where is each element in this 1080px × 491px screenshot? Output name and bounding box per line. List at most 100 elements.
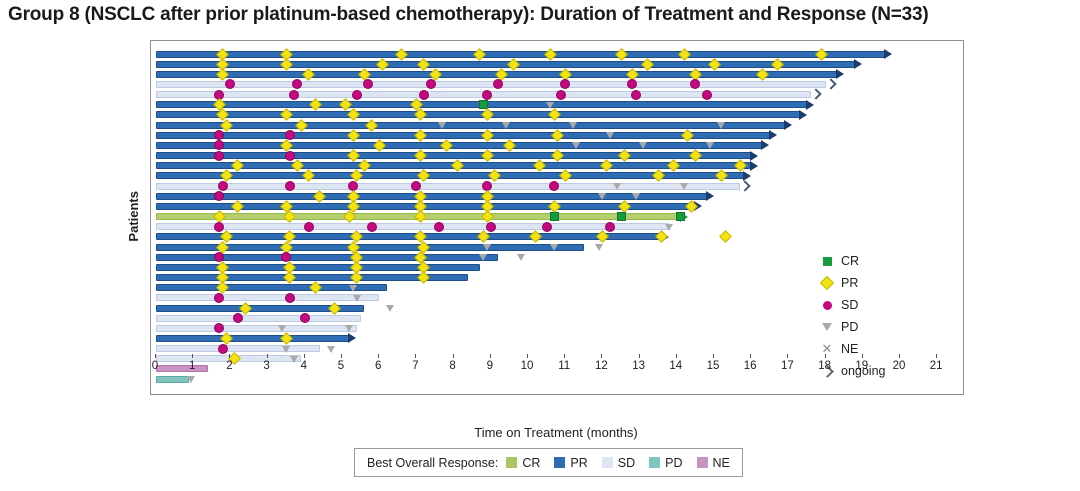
magenta-circle-icon [820, 300, 834, 310]
pd-response-icon [516, 254, 525, 262]
pr-response-icon [346, 128, 360, 142]
patient-bar [156, 192, 707, 200]
pr-response-icon [503, 139, 516, 152]
marker-legend-item: CR [820, 250, 886, 272]
pd-response-icon [278, 325, 287, 333]
x-axis-tick-label: 5 [337, 360, 345, 372]
pr-response-icon [618, 200, 632, 213]
pr-response-icon [755, 67, 769, 81]
sd-response-icon [549, 181, 560, 192]
x-axis-tick [155, 354, 156, 358]
pd-response-icon [345, 325, 354, 333]
ongoing-arrow-icon [348, 333, 357, 344]
sd-response-icon [214, 252, 225, 263]
pd-response-icon [349, 284, 358, 292]
patient-bar [156, 334, 350, 342]
patient-bar [156, 152, 752, 160]
pd-response-icon [572, 142, 581, 150]
sd-response-icon [299, 313, 310, 324]
sd-response-icon [217, 181, 228, 192]
patient-bar [156, 263, 480, 271]
pr-response-icon [413, 128, 427, 142]
sd-response-icon [284, 150, 295, 161]
bar-legend-label: PR [570, 455, 588, 470]
ongoing-arrow-icon [824, 78, 837, 90]
sd-response-icon [225, 79, 236, 90]
pd-response-icon [613, 183, 622, 191]
patient-bar [156, 304, 365, 312]
pd-response-icon [639, 142, 648, 150]
x-axis-tick [266, 354, 268, 358]
pd-response-icon [717, 122, 726, 130]
x-axis-tick-label: 16 [743, 360, 757, 372]
patient-bar [156, 141, 763, 149]
pd-response-icon [326, 345, 335, 353]
x-axis-tick [824, 354, 826, 358]
x-axis-tick-label: 20 [892, 360, 906, 372]
x-axis-tick-label: 7 [412, 360, 419, 372]
patient-bar [156, 50, 886, 58]
marker-legend-label: ongoing [841, 364, 886, 378]
sd-response-icon [214, 150, 225, 161]
pr-response-icon [417, 57, 431, 71]
x-axis-tick [713, 354, 714, 358]
pr-response-icon [328, 301, 341, 315]
marker-legend-label: PR [841, 276, 859, 290]
sd-response-icon [493, 79, 504, 90]
pr-response-icon [543, 47, 557, 61]
pr-response-icon [707, 57, 721, 71]
x-axis-tick-label: 18 [818, 360, 831, 372]
sd-response-icon [482, 89, 493, 100]
marker-legend-item: ongoing [820, 360, 886, 382]
gray-cross-icon: ✕ [821, 341, 833, 356]
pr-response-icon [506, 57, 520, 71]
patient-bar [156, 243, 584, 251]
pd-response-icon [665, 223, 674, 231]
marker-legend-item: ✕ NE [820, 338, 886, 360]
pr-response-icon [395, 47, 408, 61]
x-axis-tick [452, 354, 454, 358]
x-axis-tick [303, 354, 305, 358]
pd-response-icon [605, 132, 614, 140]
green-square-icon [820, 256, 834, 266]
x-axis-tick [675, 354, 677, 358]
x-axis-tick-label: 17 [780, 360, 794, 372]
pd-response-icon [594, 244, 603, 252]
sd-response-icon [303, 221, 314, 232]
sd-response-icon [411, 181, 422, 192]
x-axis-tick [936, 354, 938, 358]
pr-response-icon [547, 200, 561, 213]
marker-legend-item: PD [820, 316, 886, 338]
pr-response-icon [770, 57, 784, 71]
ongoing-arrow-icon [742, 170, 751, 181]
pd-response-icon [598, 193, 607, 201]
sd-response-icon [485, 221, 496, 232]
ongoing-arrow-icon [705, 191, 714, 202]
pd-response-icon [438, 122, 447, 130]
pr-response-icon [365, 118, 379, 132]
response-color-swatch [554, 457, 566, 468]
x-axis-tick-label: 4 [300, 360, 307, 372]
patient-bar [156, 253, 499, 261]
x-axis-tick-label: 19 [855, 360, 869, 372]
bar-legend-label: SD [617, 455, 636, 470]
bar-legend-item: CR [506, 456, 540, 470]
patient-bar [156, 314, 361, 322]
sd-response-icon [556, 89, 567, 100]
pr-response-icon [480, 128, 494, 142]
ongoing-arrow-icon [854, 59, 863, 70]
ongoing-arrow-icon [810, 88, 822, 100]
sd-response-icon [232, 313, 243, 324]
x-axis-tick-label: 21 [929, 360, 943, 372]
patient-bar [156, 223, 670, 231]
x-axis-tick [341, 354, 342, 358]
pd-response-icon [680, 183, 689, 191]
bar-legend: Best Overall Response: CR PR SD PD NE [354, 448, 743, 477]
x-axis-tick-label: 6 [374, 360, 382, 372]
patient-bar [156, 111, 800, 119]
x-axis-tick-label: 8 [449, 360, 456, 372]
marker-legend-item: PR [819, 272, 886, 294]
ongoing-arrow-icon [835, 69, 844, 80]
x-axis-tick [489, 354, 491, 358]
response-color-swatch [601, 457, 613, 468]
